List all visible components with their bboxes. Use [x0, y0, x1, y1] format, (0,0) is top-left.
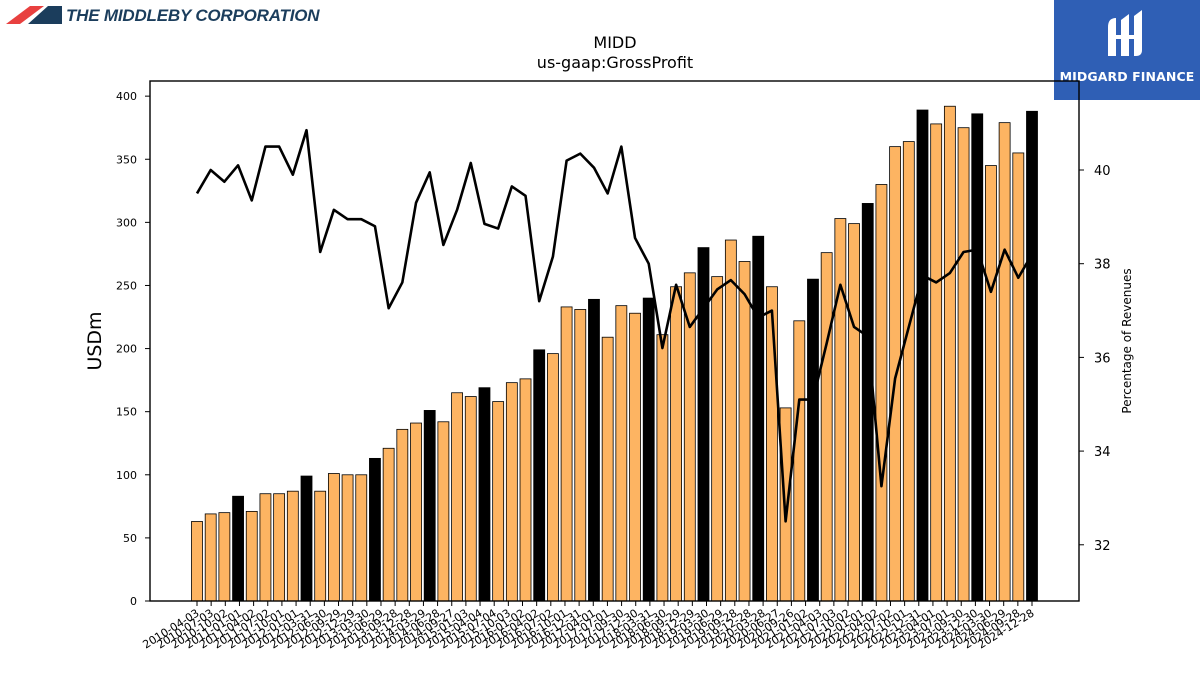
bar	[218, 512, 231, 602]
y-tick-label: 350	[116, 153, 137, 166]
y2-tick-label: 38	[1094, 258, 1111, 273]
bar	[492, 401, 505, 602]
y2-tick-label: 32	[1094, 539, 1111, 554]
bar	[711, 276, 724, 602]
bar	[519, 378, 532, 602]
bar	[697, 247, 710, 602]
percentage-line	[195, 128, 1034, 523]
bar	[396, 428, 409, 602]
bar	[547, 353, 559, 602]
line-group	[195, 128, 1034, 523]
y-tick-label: 0	[130, 595, 137, 608]
bar	[656, 334, 669, 602]
bar	[629, 312, 641, 602]
bar	[670, 286, 682, 602]
bar	[437, 421, 450, 602]
bar	[464, 396, 477, 602]
bar	[410, 422, 422, 602]
midgard-logo-icon	[1108, 10, 1142, 56]
bar	[245, 510, 258, 602]
bar	[369, 457, 381, 602]
bar	[588, 298, 600, 602]
y2-tick-label: 34	[1094, 445, 1111, 460]
bar	[423, 410, 436, 602]
bar	[232, 495, 244, 602]
y2-tick-label: 40	[1094, 164, 1111, 179]
bar	[738, 261, 751, 602]
bar	[259, 493, 272, 602]
y-tick-label: 200	[116, 343, 137, 356]
bars-group	[191, 105, 1038, 602]
bar	[807, 278, 819, 602]
bar	[834, 218, 847, 602]
bar	[355, 474, 368, 602]
bar	[191, 521, 203, 602]
bar	[820, 252, 833, 602]
bar	[875, 184, 888, 602]
bar	[382, 447, 395, 602]
bar	[601, 336, 614, 602]
bar	[505, 382, 518, 602]
bar	[902, 141, 915, 602]
y2-axis-label: Percentage of Revenues	[1120, 268, 1134, 413]
y-tick-label: 50	[123, 532, 137, 545]
bar	[533, 349, 546, 602]
bar	[327, 473, 340, 602]
chart-subtitle: us-gaap:GrossProfit	[537, 53, 693, 72]
bar	[1026, 110, 1038, 602]
bar	[724, 239, 737, 602]
plot-frame	[149, 80, 1080, 602]
y2-tick-label: 36	[1094, 351, 1111, 366]
bar	[752, 235, 765, 602]
bar	[300, 475, 313, 602]
y-axis-label: USDm	[84, 311, 106, 370]
bar	[943, 105, 956, 602]
bar	[642, 297, 655, 602]
bar	[286, 490, 299, 602]
bar	[971, 113, 984, 602]
bar	[560, 306, 573, 602]
bar	[478, 387, 491, 602]
bar	[273, 493, 286, 602]
company-logo-mark-icon	[6, 6, 62, 24]
bar	[341, 474, 354, 602]
y-tick-label: 400	[116, 90, 137, 103]
y-tick-label: 150	[116, 406, 137, 419]
chart-title: MIDD	[593, 33, 636, 52]
y-tick-label: 300	[116, 216, 137, 229]
bar	[861, 203, 874, 602]
axes-group: 05010015020025030035040032343638402010-0…	[116, 80, 1111, 651]
bar	[1012, 152, 1025, 602]
y-tick-label: 100	[116, 469, 137, 482]
y-tick-label: 250	[116, 279, 137, 292]
bar	[451, 392, 463, 602]
midgard-finance-badge: MIDGARD FINANCE	[1054, 0, 1200, 100]
bar	[957, 127, 970, 602]
bar	[998, 122, 1011, 602]
bar	[766, 286, 778, 602]
bar	[574, 309, 587, 602]
bar	[985, 165, 997, 602]
bar	[793, 320, 806, 602]
bar	[314, 490, 327, 602]
bar	[916, 109, 929, 602]
company-logo: THE MIDDLEBY CORPORATION	[0, 0, 320, 36]
badge-label: MIDGARD FINANCE	[1059, 69, 1195, 84]
company-name: THE MIDDLEBY CORPORATION	[66, 6, 320, 25]
bar	[615, 305, 628, 602]
bar	[930, 123, 943, 602]
bar	[848, 223, 860, 602]
bar	[204, 513, 217, 602]
